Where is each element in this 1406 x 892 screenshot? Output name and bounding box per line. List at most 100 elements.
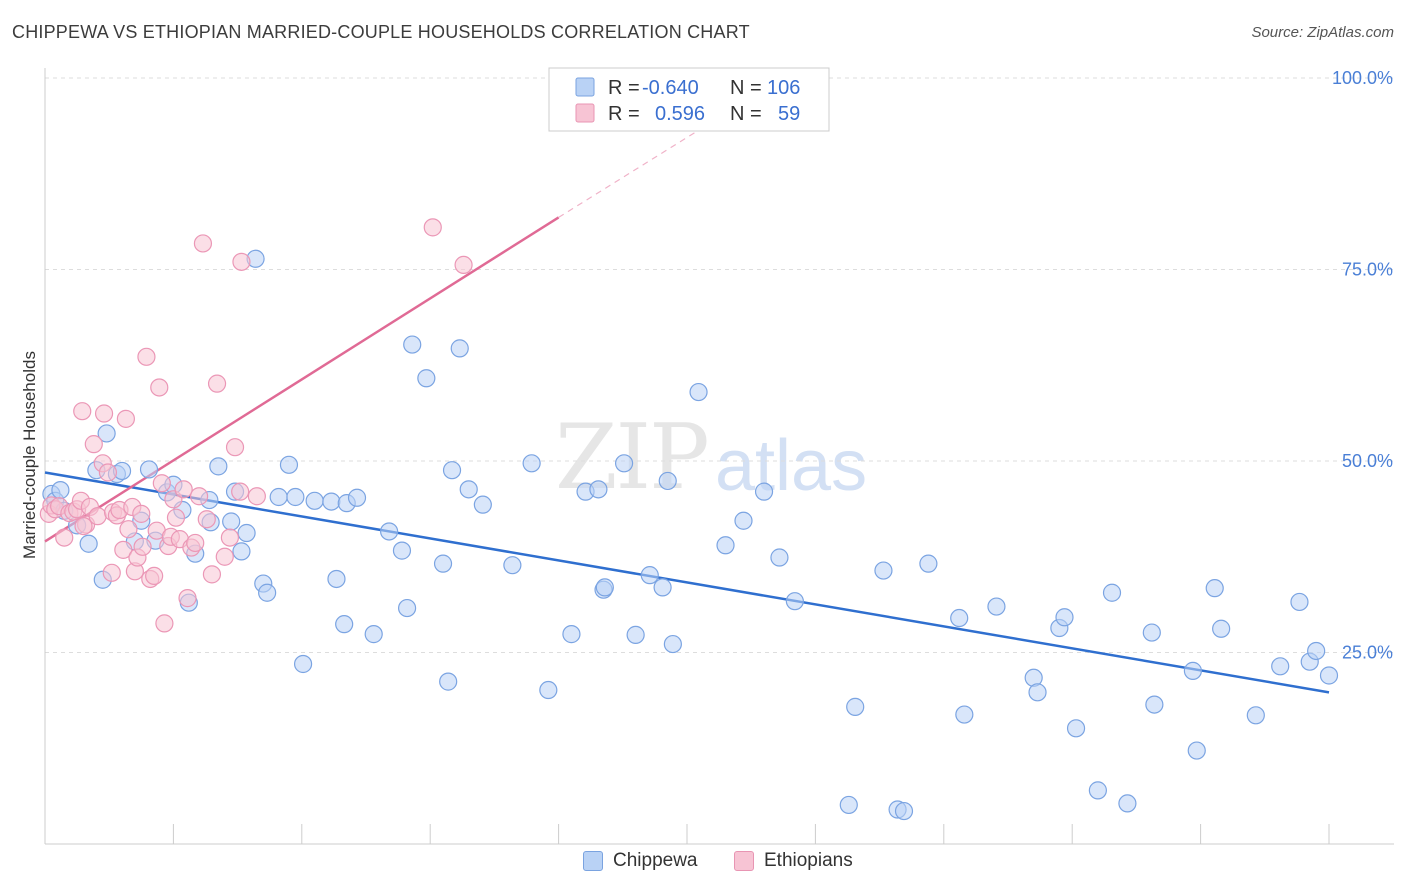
point-chippewa bbox=[640, 566, 659, 585]
point-chippewa bbox=[237, 523, 256, 543]
point-ethiopians bbox=[220, 528, 239, 547]
legend-r-label-chippewa: R = bbox=[608, 77, 640, 99]
legend-r-label-ethiopians: R = bbox=[608, 103, 640, 125]
y-tick-label: 50.0% bbox=[1342, 451, 1393, 471]
y-tick-label: 25.0% bbox=[1342, 643, 1393, 663]
point-chippewa bbox=[269, 487, 288, 507]
point-chippewa bbox=[663, 634, 682, 654]
point-ethiopians bbox=[84, 435, 103, 454]
point-ethiopians bbox=[207, 374, 227, 393]
point-chippewa bbox=[1145, 695, 1164, 714]
point-chippewa bbox=[417, 369, 436, 388]
legend-label-ethiopians: Ethiopians bbox=[764, 850, 853, 871]
point-ethiopians bbox=[94, 404, 114, 423]
point-chippewa bbox=[450, 339, 469, 358]
point-ethiopians bbox=[98, 463, 118, 482]
legend-n-label-ethiopians: N = bbox=[730, 103, 762, 125]
point-chippewa bbox=[286, 487, 305, 507]
axes bbox=[44, 68, 1394, 845]
trendline-ethiopians bbox=[44, 216, 560, 543]
point-ethiopians bbox=[155, 614, 174, 633]
point-chippewa bbox=[1028, 683, 1047, 702]
point-ethiopians bbox=[116, 409, 135, 428]
point-ethiopians bbox=[119, 520, 138, 539]
correlation-legend: R = -0.640 N = 106 R = 0.596 N = 59 bbox=[548, 67, 830, 132]
point-chippewa bbox=[139, 460, 159, 479]
point-chippewa bbox=[955, 705, 974, 724]
point-chippewa bbox=[522, 454, 541, 473]
point-chippewa bbox=[1187, 741, 1206, 760]
legend-swatch-blue bbox=[583, 851, 603, 871]
point-ethiopians bbox=[150, 378, 169, 397]
point-chippewa bbox=[305, 491, 324, 510]
point-ethiopians bbox=[178, 589, 197, 608]
point-chippewa bbox=[1066, 719, 1086, 738]
point-chippewa bbox=[459, 480, 478, 499]
point-chippewa bbox=[1183, 661, 1202, 680]
point-chippewa bbox=[770, 548, 789, 567]
point-chippewa bbox=[1205, 579, 1224, 598]
series-legend: Chippewa Ethiopians bbox=[0, 850, 1406, 880]
legend-n-label-chippewa: N = bbox=[730, 77, 762, 99]
point-ethiopians bbox=[166, 508, 186, 527]
point-chippewa bbox=[1142, 623, 1161, 642]
grid-lines bbox=[45, 77, 1394, 653]
point-chippewa bbox=[658, 471, 677, 491]
point-chippewa bbox=[1118, 794, 1137, 813]
chart-title: CHIPPEWA VS ETHIOPIAN MARRIED-COUPLE HOU… bbox=[12, 22, 750, 42]
point-chippewa bbox=[626, 625, 645, 644]
point-chippewa bbox=[380, 522, 399, 541]
point-chippewa bbox=[1088, 781, 1107, 800]
point-chippewa bbox=[503, 556, 522, 575]
point-ethiopians bbox=[247, 487, 266, 506]
point-chippewa bbox=[1319, 666, 1339, 685]
source-label: Source: ZipAtlas.com bbox=[1251, 24, 1394, 41]
point-chippewa bbox=[473, 495, 492, 514]
point-chippewa bbox=[97, 424, 116, 443]
point-chippewa bbox=[950, 608, 969, 628]
point-chippewa bbox=[1271, 657, 1290, 676]
legend-r-value-chippewa: -0.640 bbox=[642, 77, 699, 99]
point-chippewa bbox=[987, 597, 1006, 616]
point-chippewa bbox=[689, 382, 708, 402]
trend-lines bbox=[44, 88, 1330, 694]
point-chippewa bbox=[539, 680, 558, 700]
legend-n-value-chippewa: 106 bbox=[767, 77, 800, 99]
point-chippewa bbox=[364, 625, 383, 644]
point-chippewa bbox=[919, 554, 938, 573]
point-chippewa bbox=[1055, 608, 1074, 627]
trendline-chippewa bbox=[44, 471, 1330, 694]
point-ethiopians bbox=[102, 563, 121, 582]
point-chippewa bbox=[894, 801, 914, 821]
point-chippewa bbox=[51, 481, 70, 500]
y-tick-label: 75.0% bbox=[1342, 260, 1393, 280]
point-chippewa bbox=[1246, 706, 1265, 725]
point-ethiopians bbox=[133, 537, 152, 556]
legend-box bbox=[548, 67, 830, 132]
point-chippewa bbox=[653, 578, 672, 597]
point-chippewa bbox=[439, 672, 458, 691]
point-chippewa bbox=[79, 534, 98, 553]
point-ethiopians bbox=[193, 234, 213, 253]
legend-swatch-chippewa bbox=[575, 77, 595, 97]
point-ethiopians bbox=[232, 252, 251, 271]
point-ethiopians bbox=[152, 474, 171, 493]
point-ethiopians bbox=[189, 487, 209, 506]
point-ethiopians bbox=[202, 565, 222, 584]
point-ethiopians bbox=[423, 218, 442, 237]
legend-r-value-ethiopians: 0.596 bbox=[655, 103, 705, 125]
point-ethiopians bbox=[225, 438, 245, 457]
point-chippewa bbox=[846, 697, 865, 716]
point-chippewa bbox=[327, 569, 346, 589]
point-chippewa bbox=[1212, 619, 1231, 638]
point-ethiopians bbox=[454, 255, 473, 275]
legend-item-ethiopians: Ethiopians bbox=[734, 850, 853, 872]
point-chippewa bbox=[392, 541, 412, 560]
point-chippewa bbox=[433, 554, 453, 573]
point-chippewa bbox=[874, 561, 893, 580]
point-ethiopians bbox=[114, 540, 133, 559]
point-chippewa bbox=[279, 455, 299, 474]
point-chippewa bbox=[322, 492, 341, 511]
point-chippewa bbox=[403, 335, 422, 354]
legend-item-chippewa: Chippewa bbox=[583, 850, 698, 872]
